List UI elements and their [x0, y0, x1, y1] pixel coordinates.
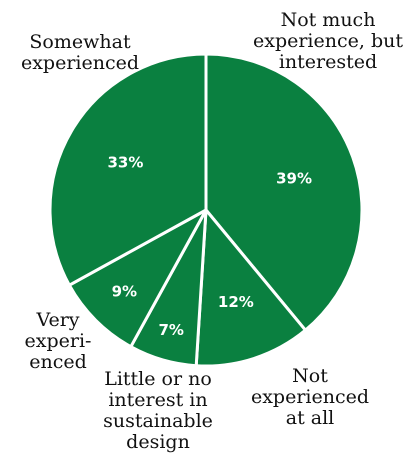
slice-category-label-3: Little or no interest in sustainable design [103, 368, 213, 453]
slice-category-label-4: Very experi-enced [25, 309, 92, 373]
slice-value-label-4: 9% [112, 283, 137, 301]
slice-category-label-5: Somewhat experienced [21, 31, 139, 74]
slice-value-label-5: 33% [107, 153, 143, 171]
pie-slice-5 [48, 52, 208, 287]
percentage-labels: 39% 12% 7% 9% 33% [107, 153, 312, 338]
category-labels: Not much experience, but interested Not expe… [21, 9, 403, 453]
pie-slice-1 [204, 52, 364, 332]
slice-category-label-2: Not experienced at all [251, 365, 369, 429]
pie-slice-4 [67, 208, 208, 349]
slice-value-label-2: 12% [218, 293, 254, 311]
slice-category-label-1: Not much experience, but interested [253, 9, 403, 73]
pie-slices [48, 52, 364, 368]
pie-slice-2 [194, 208, 307, 368]
slice-value-label-3: 7% [158, 321, 183, 339]
slice-value-label-1: 39% [276, 169, 312, 187]
